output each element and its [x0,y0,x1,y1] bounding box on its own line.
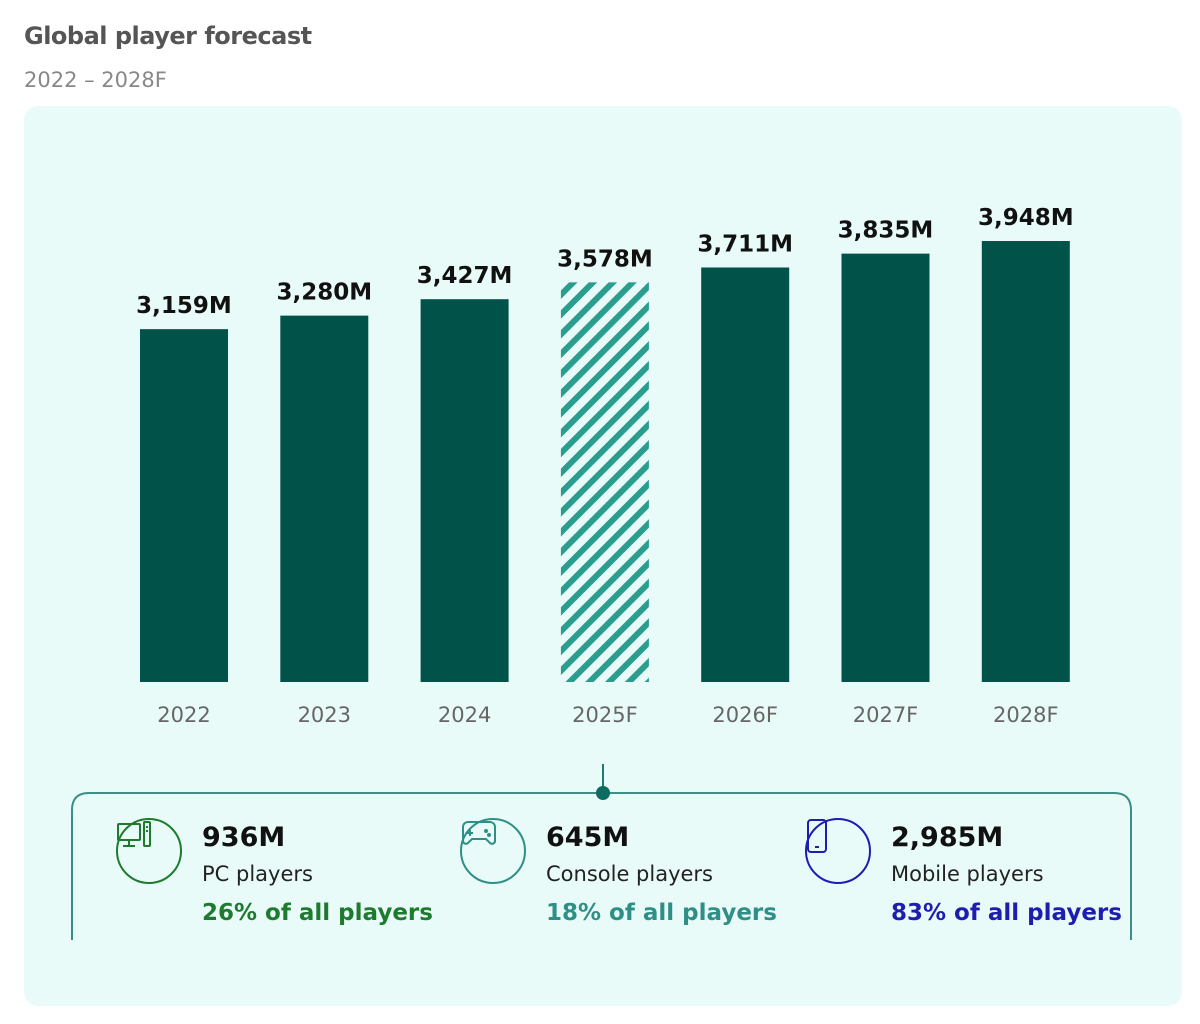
mobile-phone-icon [805,818,871,884]
x-tick-label: 2025F [572,703,638,727]
stat-pc-players: 936M PC players 26% of all players [116,818,433,936]
bar-2022 [140,329,228,682]
stat-console-players: 645M Console players 18% of all players [460,818,777,936]
data-label: 3,578M [557,246,653,272]
bar-2026F [701,267,790,682]
data-label: 3,835M [838,218,934,244]
stat-share: 83% of all players [891,900,1122,926]
data-label: 3,159M [136,293,232,319]
stat-value: 2,985M [891,822,1004,853]
pc-icon [116,818,182,884]
bar-2028F [981,241,1070,682]
data-label: 3,427M [417,263,513,289]
x-tick-label: 2028F [993,703,1059,727]
data-label: 3,948M [978,205,1074,231]
x-tick-label: 2023 [298,703,351,727]
data-label: 3,280M [276,280,372,306]
bar-2024 [420,299,509,682]
data-label: 3,711M [697,231,793,257]
x-tick-label: 2024 [438,703,491,727]
bar-2027F [841,253,930,682]
page-title: Global player forecast [24,22,312,50]
x-tick-label: 2027F [853,703,919,727]
gamepad-icon [460,818,526,884]
stat-share: 26% of all players [202,900,433,926]
stat-label: Console players [546,862,713,886]
stat-mobile-players: 2,985M Mobile players 83% of all players [805,818,1122,936]
x-tick-label: 2022 [157,703,210,727]
connector-dot [596,786,610,800]
stat-value: 645M [546,822,630,853]
page-subtitle: 2022 – 2028F [24,68,167,92]
stat-label: PC players [202,862,313,886]
stat-value: 936M [202,822,286,853]
x-tick-label: 2026F [712,703,778,727]
bar-2023 [280,315,369,682]
bar-2025F [560,282,649,682]
stat-label: Mobile players [891,862,1044,886]
stat-share: 18% of all players [546,900,777,926]
